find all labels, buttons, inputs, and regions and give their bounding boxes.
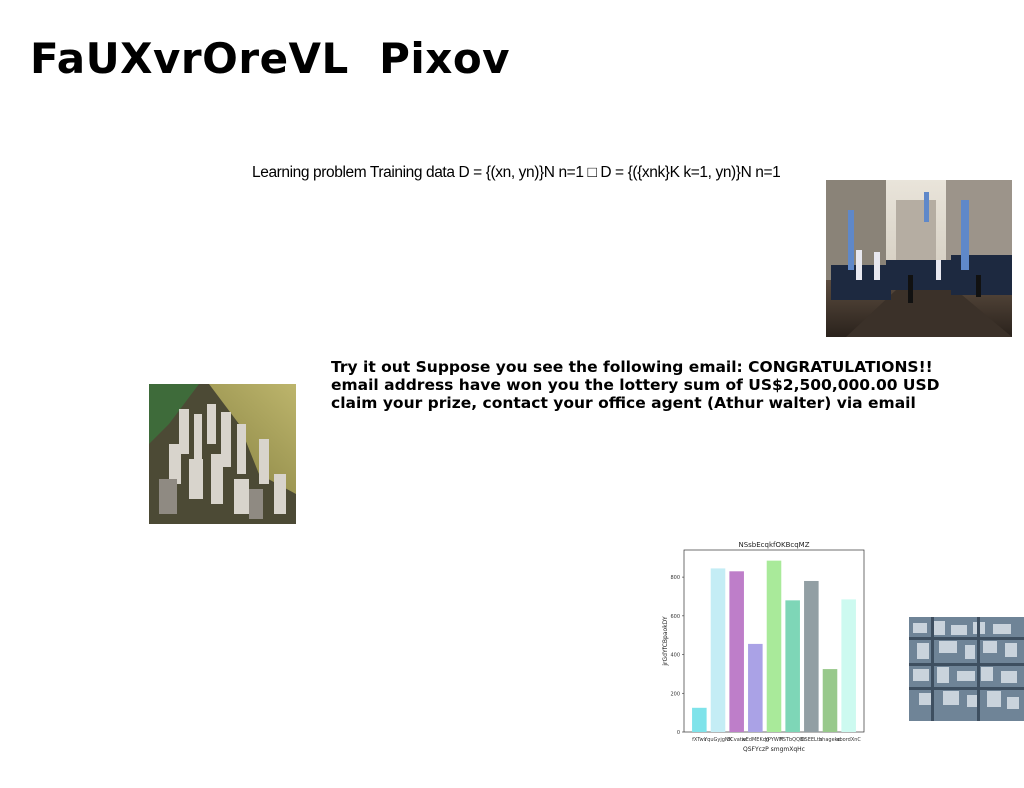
x-axis-label: QSFYczP smgmXqHc [743, 746, 805, 753]
formula-text: Learning problem Training data D = {(xn,… [252, 164, 781, 181]
x-tick-label: ECvatio [727, 737, 746, 743]
email-line: email address have won you the lottery s… [331, 376, 940, 394]
page-title: FaUXvrOreVL Pixov [30, 34, 511, 83]
bar [710, 568, 726, 732]
bar [804, 580, 819, 732]
x-tick-label: wEdMEKqg [742, 737, 770, 743]
x-tick-label: DSEELtb [801, 737, 822, 743]
y-axis-label: jrGdYfCBpaokDY [662, 616, 669, 667]
bar-chart: NSsbEcqkfOKBcqMZ 0 200 400 600 800 fXTwv YquG… [660, 536, 875, 756]
bar [785, 600, 800, 732]
bar [822, 669, 838, 732]
bar [729, 571, 744, 732]
y-tick-label: 200 [670, 691, 680, 697]
email-line: Try it out Suppose you see the following… [331, 358, 933, 376]
bar [841, 599, 856, 732]
x-tick-label: YquGyjgNK [703, 737, 733, 743]
bar [766, 560, 782, 732]
marching-band-photo [826, 180, 1012, 337]
x-tick-label: shageko [820, 737, 841, 743]
y-tick-label: 600 [670, 614, 680, 620]
x-tick-label: YPYWM [764, 737, 783, 743]
y-tick-label: 800 [670, 575, 680, 581]
email-text-block: Try it out Suppose you see the following… [331, 358, 1011, 412]
x-tick-label: abordXnC [836, 737, 861, 743]
aerial-city-photo [909, 617, 1024, 721]
email-line: claim your prize, contact your office ag… [331, 394, 916, 412]
coastal-city-photo [149, 384, 296, 524]
y-tick-label: 0 [677, 730, 680, 736]
x-tick-label: fXTwv [692, 737, 706, 743]
x-tick-label: FSTbQQBt [780, 737, 805, 743]
chart-title: NSsbEcqkfOKBcqMZ [738, 541, 809, 549]
bar [748, 643, 763, 732]
y-tick-label: 400 [670, 653, 680, 659]
bar [692, 707, 707, 732]
